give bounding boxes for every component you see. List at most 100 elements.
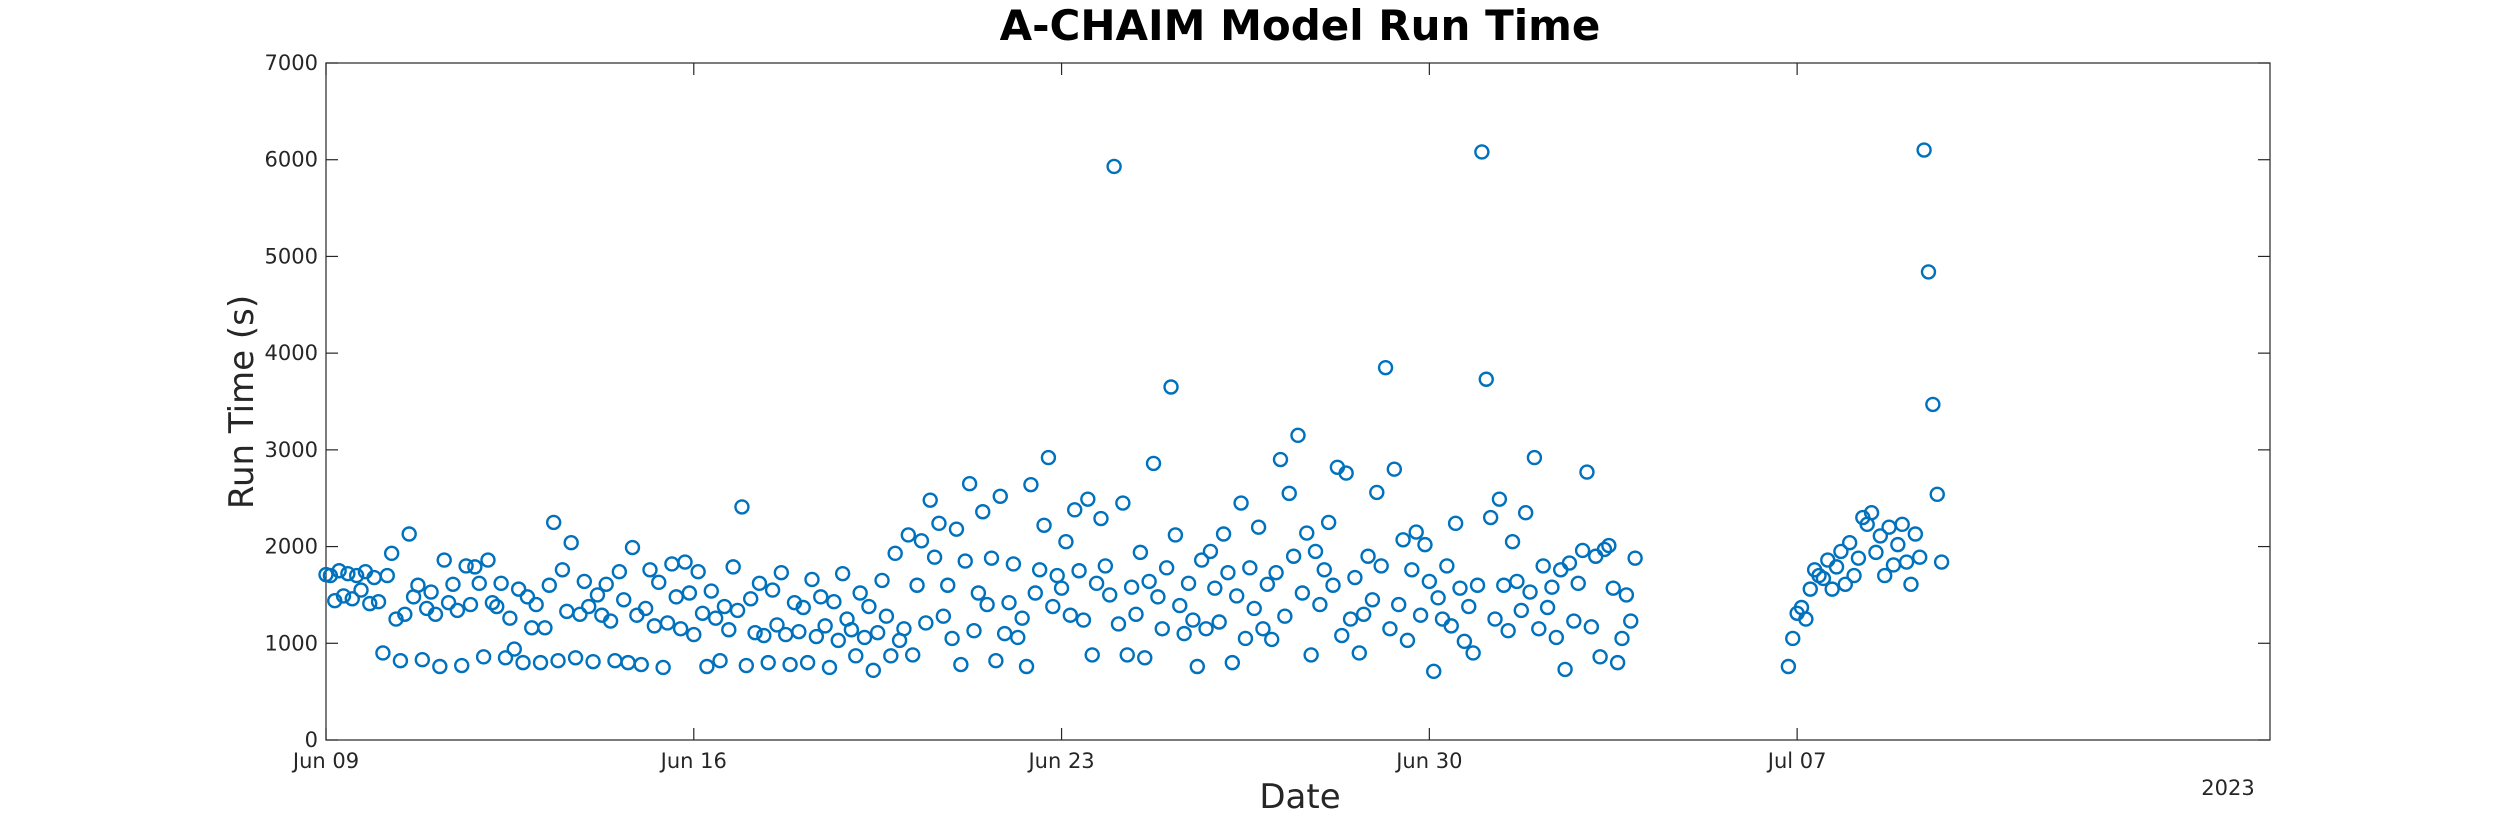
data-point bbox=[454, 657, 470, 674]
y-tick-label: 1000 bbox=[265, 631, 318, 655]
data-point bbox=[1566, 613, 1582, 629]
data-point bbox=[633, 656, 649, 673]
data-point bbox=[988, 652, 1004, 669]
data-point bbox=[1355, 606, 1372, 622]
data-point bbox=[1487, 611, 1503, 627]
data-point bbox=[957, 553, 973, 569]
data-point bbox=[896, 621, 912, 637]
data-point bbox=[944, 630, 960, 647]
data-point bbox=[1058, 534, 1074, 550]
data-point bbox=[1539, 599, 1556, 616]
data-point bbox=[616, 592, 632, 608]
data-point bbox=[1430, 590, 1446, 606]
data-point bbox=[1106, 158, 1122, 175]
data-point bbox=[1233, 495, 1249, 511]
data-point bbox=[874, 572, 890, 589]
data-point bbox=[1780, 658, 1797, 675]
data-point bbox=[961, 476, 978, 492]
data-point bbox=[1517, 505, 1534, 521]
data-point bbox=[791, 623, 807, 640]
data-point bbox=[1907, 526, 1924, 542]
data-point bbox=[1898, 554, 1915, 570]
data-point bbox=[1609, 654, 1626, 671]
data-point bbox=[1544, 579, 1560, 595]
data-point bbox=[764, 582, 781, 598]
data-point bbox=[1255, 621, 1271, 637]
y-tick-label: 6000 bbox=[265, 148, 318, 172]
data-point bbox=[1207, 580, 1223, 596]
data-point bbox=[480, 552, 496, 568]
data-point bbox=[1426, 663, 1442, 680]
data-point bbox=[1220, 564, 1236, 581]
data-point bbox=[1053, 580, 1070, 596]
data-point bbox=[1872, 528, 1889, 544]
x-tick-label: Jun 09 bbox=[291, 749, 359, 773]
data-point bbox=[624, 539, 641, 556]
chart-title: A-CHAIM Model Run Time bbox=[1000, 1, 1601, 50]
data-point bbox=[1877, 567, 1893, 584]
data-point bbox=[510, 581, 527, 597]
data-point bbox=[1071, 563, 1087, 579]
data-point bbox=[1080, 491, 1096, 507]
data-point bbox=[375, 645, 391, 661]
data-point bbox=[743, 591, 759, 607]
data-point bbox=[1172, 597, 1188, 614]
data-point bbox=[918, 615, 934, 631]
data-point bbox=[362, 595, 378, 612]
data-point bbox=[699, 658, 715, 675]
data-point bbox=[1373, 558, 1389, 574]
data-point bbox=[1250, 519, 1267, 535]
data-point bbox=[1925, 396, 1941, 413]
data-point bbox=[1097, 558, 1114, 574]
data-point bbox=[821, 659, 838, 676]
x-tick-label: Jun 30 bbox=[1394, 749, 1462, 773]
data-point bbox=[335, 588, 352, 604]
data-point bbox=[572, 606, 588, 622]
data-point bbox=[383, 545, 400, 562]
data-point bbox=[646, 618, 663, 634]
data-point bbox=[1596, 541, 1613, 558]
plot-frame bbox=[325, 62, 2271, 741]
data-point bbox=[1846, 567, 1862, 584]
data-point bbox=[1067, 502, 1083, 518]
data-point bbox=[353, 582, 369, 598]
data-point bbox=[1119, 647, 1135, 663]
data-point bbox=[953, 656, 969, 673]
data-point bbox=[799, 654, 816, 671]
data-point bbox=[769, 617, 785, 633]
data-point bbox=[1553, 562, 1569, 578]
data-point bbox=[1456, 633, 1473, 650]
data-point bbox=[1526, 449, 1543, 466]
data-point bbox=[1010, 629, 1026, 646]
data-point bbox=[694, 605, 711, 622]
data-point bbox=[869, 624, 886, 641]
data-point bbox=[344, 591, 360, 607]
data-point bbox=[1137, 650, 1153, 666]
data-point bbox=[1623, 613, 1639, 629]
data-point bbox=[1237, 630, 1254, 647]
data-point bbox=[655, 659, 671, 676]
data-point bbox=[664, 556, 680, 572]
data-point bbox=[677, 554, 693, 570]
data-point bbox=[756, 627, 772, 644]
data-point bbox=[804, 571, 820, 588]
data-point bbox=[532, 654, 549, 671]
data-point bbox=[445, 576, 461, 592]
data-point bbox=[734, 499, 750, 515]
data-point bbox=[716, 598, 733, 615]
data-point bbox=[883, 648, 899, 664]
data-point bbox=[506, 641, 522, 657]
data-point bbox=[1920, 264, 1937, 280]
data-point bbox=[1833, 543, 1849, 560]
data-point bbox=[1285, 548, 1302, 564]
data-point bbox=[1465, 645, 1481, 661]
data-point bbox=[1443, 618, 1459, 634]
data-point bbox=[550, 652, 566, 669]
data-point bbox=[1412, 607, 1429, 623]
data-point bbox=[1933, 554, 1950, 570]
data-point bbox=[1605, 580, 1621, 596]
data-point bbox=[1482, 509, 1499, 526]
data-point bbox=[370, 593, 387, 610]
data-point bbox=[559, 603, 575, 620]
data-point bbox=[379, 567, 395, 584]
